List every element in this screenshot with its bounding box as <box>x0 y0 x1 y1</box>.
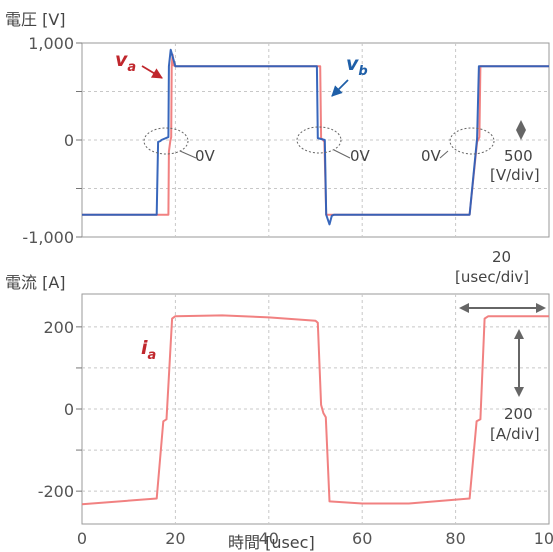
series-arrow-va <box>141 65 163 79</box>
current-x-ticks: 0 20 40 60 80 100 <box>77 529 553 548</box>
series-label-va: va <box>115 49 136 75</box>
x-tick-label: 0 <box>77 529 87 548</box>
current-panel: 200 0 -200 0 20 40 60 80 100 電流 [A] 時間 [usec] 2… <box>5 248 553 552</box>
zero-volt-label-1: 0V <box>195 147 216 165</box>
current-y-tick-label: 0 <box>64 400 74 419</box>
current-series-lines <box>81 314 549 506</box>
x-tick-label: 100 <box>534 529 553 548</box>
series-label-vb: vb <box>346 53 368 79</box>
current-scale-unit: [A/div] <box>490 425 540 443</box>
voltage-y-ticks: 1,000 0 -1,000 <box>22 34 82 247</box>
zero-volt-highlight-1 <box>143 127 189 155</box>
zero-volt-highlight-2 <box>296 126 342 154</box>
series-label-ia: ia <box>141 337 156 363</box>
voltage-series-lines <box>82 48 549 226</box>
x-axis-label: 時間 [usec] <box>228 533 315 552</box>
x-tick-label: 20 <box>165 529 185 548</box>
series-line-vb <box>82 48 549 226</box>
zero-volt-label-2: 0V <box>350 147 371 165</box>
x-tick-label: 40 <box>259 529 279 548</box>
series-line-ia <box>81 314 549 506</box>
series-arrow-vb <box>331 79 349 97</box>
x-tick-label: 60 <box>352 529 372 548</box>
zero-volt-highlight-3 <box>449 127 495 155</box>
voltage-scale-value: 500 <box>504 147 533 165</box>
time-scale-value: 20 <box>492 248 511 266</box>
zero-volt-leader-1 <box>179 150 197 159</box>
current-scale-value: 200 <box>504 405 533 423</box>
voltage-scale-unit: [V/div] <box>490 166 540 184</box>
current-y-tick-label: 200 <box>43 318 74 337</box>
x-tick-label: 80 <box>445 529 465 548</box>
voltage-y-tick-label: 0 <box>64 131 74 150</box>
voltage-y-tick-label: -1,000 <box>22 228 74 247</box>
current-grid <box>82 294 549 524</box>
voltage-panel: 1,000 0 -1,000 電圧 [V] 0V 0V 0V 500 [V/div]… <box>5 10 550 247</box>
voltage-grid <box>82 43 549 237</box>
current-y-ticks: 200 0 -200 <box>38 318 82 501</box>
current-y-axis-label: 電流 [A] <box>5 273 66 292</box>
zero-volt-leader-3 <box>439 150 449 159</box>
zero-volt-leader-2 <box>333 149 351 159</box>
zero-volt-label-3: 0V <box>421 147 442 165</box>
voltage-y-axis-label: 電圧 [V] <box>5 10 66 29</box>
current-y-tick-label: -200 <box>38 482 74 501</box>
voltage-y-tick-label: 1,000 <box>28 34 74 53</box>
time-scale-unit: [usec/div] <box>455 268 529 286</box>
